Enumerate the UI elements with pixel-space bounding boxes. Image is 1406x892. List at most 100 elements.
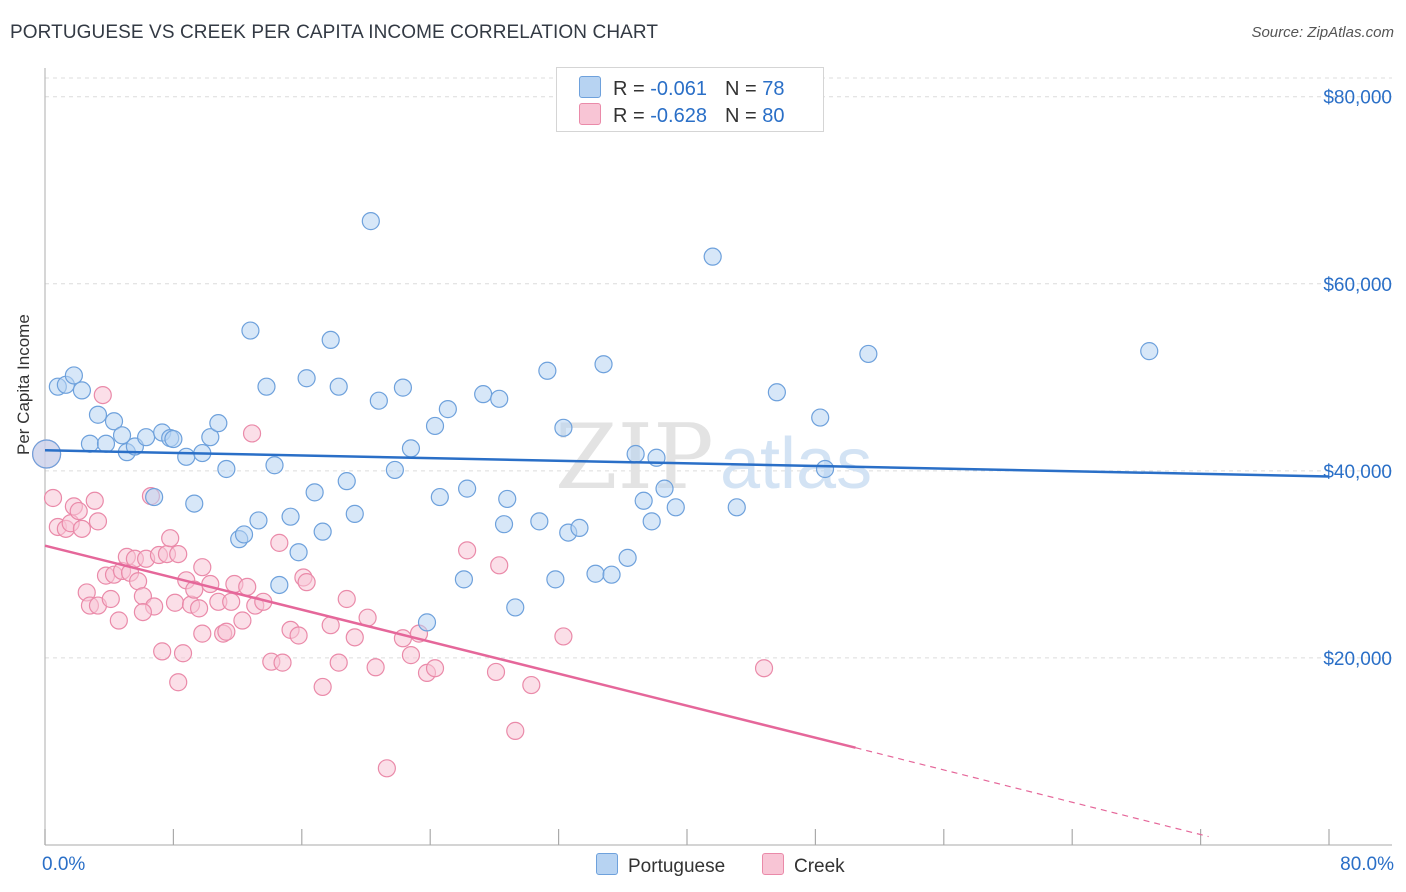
creek-point	[201, 574, 220, 594]
legend-r-value: -0.061	[650, 78, 707, 100]
portuguese-point	[297, 369, 316, 388]
creek-point	[189, 599, 209, 618]
portuguese-point	[209, 414, 228, 433]
portuguese-point	[217, 459, 236, 479]
portuguese-point	[96, 434, 116, 453]
portuguese-point	[177, 447, 196, 466]
portuguese-point	[530, 512, 549, 531]
creek-point	[133, 602, 153, 622]
portuguese-point	[265, 456, 284, 475]
portuguese-point	[1140, 342, 1159, 361]
creek-point	[185, 580, 204, 599]
x-tick-label: 80.0%	[1340, 854, 1394, 875]
portuguese-point	[137, 428, 156, 447]
creek-point	[193, 558, 212, 577]
creek-point	[401, 646, 421, 665]
portuguese-swatch	[596, 853, 618, 875]
creek-point	[93, 385, 112, 405]
portuguese-point	[329, 377, 348, 396]
creek-point	[270, 533, 289, 552]
creek-point	[169, 545, 188, 564]
portuguese-swatch	[579, 76, 601, 98]
creek-point	[554, 627, 573, 646]
creek-swatch	[579, 103, 601, 125]
creek-point	[161, 529, 180, 548]
creek-point	[337, 589, 356, 609]
creek-point	[754, 659, 774, 678]
creek-point	[222, 592, 241, 611]
portuguese-point	[201, 428, 220, 447]
portuguese-point	[634, 491, 653, 510]
creek-trend-line	[44, 544, 856, 749]
portuguese-point	[385, 460, 404, 480]
portuguese-point	[538, 361, 557, 380]
creek-point	[366, 658, 385, 677]
portuguese-point	[642, 512, 661, 531]
portuguese-point	[64, 366, 83, 385]
creek-point	[69, 501, 88, 521]
portuguese-point	[458, 479, 477, 498]
creek-trend-extension	[855, 747, 1209, 838]
creek-point	[289, 626, 308, 645]
portuguese-point	[618, 548, 637, 567]
portuguese-point	[257, 377, 276, 396]
portuguese-point	[474, 385, 493, 404]
grid-lines	[45, 77, 1392, 659]
chart-title: PORTUGUESE VS CREEK PER CAPITA INCOME CO…	[10, 22, 659, 43]
portuguese-point	[626, 444, 645, 464]
portuguese-point	[811, 408, 830, 427]
portuguese-point	[361, 212, 380, 231]
portuguese-point	[112, 426, 132, 445]
portuguese-point	[270, 575, 289, 595]
trend-lines	[44, 449, 1330, 838]
creek-point	[165, 593, 185, 612]
portuguese-point	[337, 472, 356, 491]
creek-points	[32, 385, 774, 778]
stats-legend: R = -0.061 N = 78 R = -0.628 N = 80	[556, 67, 824, 132]
portuguese-point	[234, 525, 254, 544]
portuguese-point	[369, 391, 388, 410]
creek-point	[273, 653, 292, 672]
portuguese-point	[313, 522, 332, 541]
source-label: Source: ZipAtlas.com	[1251, 24, 1394, 41]
creek-point	[313, 677, 332, 697]
portuguese-point	[767, 383, 786, 402]
legend-row-portuguese: R = -0.061 N = 78	[579, 76, 784, 100]
portuguese-point	[498, 489, 517, 509]
creek-point	[486, 662, 506, 682]
portuguese-point	[454, 570, 474, 589]
portuguese-point	[546, 570, 565, 589]
portuguese-point	[417, 613, 437, 632]
portuguese-point	[104, 412, 124, 431]
creek-point	[169, 673, 188, 692]
portuguese-point	[164, 429, 183, 449]
creek-point	[345, 628, 364, 647]
portuguese-point	[586, 564, 605, 583]
portuguese-point	[425, 416, 445, 436]
legend-item-creek: Creek	[762, 853, 845, 878]
creek-point	[522, 675, 541, 695]
portuguese-point	[655, 479, 674, 498]
y-tick-label: $40,000	[1323, 462, 1392, 483]
tick-labels: $20,000 $40,000 $60,000 $80,000 0.0% 80.0%	[42, 88, 1394, 875]
creek-point	[109, 611, 128, 630]
creek-point	[506, 721, 525, 740]
portuguese-point	[494, 515, 514, 534]
portuguese-point	[145, 487, 164, 507]
legend-n-value: 80	[762, 105, 785, 127]
portuguese-point	[345, 504, 364, 523]
portuguese-point	[666, 498, 685, 517]
portuguese-point	[32, 439, 62, 469]
portuguese-point	[602, 565, 621, 584]
y-tick-label: $60,000	[1323, 275, 1392, 296]
portuguese-point	[506, 598, 525, 617]
y-axis-label: Per Capita Income	[14, 314, 33, 455]
y-tick-label: $80,000	[1323, 88, 1392, 109]
creek-point	[72, 519, 92, 538]
creek-point	[85, 491, 104, 510]
portuguese-point	[815, 459, 835, 479]
x-tick-label: 0.0%	[42, 854, 85, 875]
creek-swatch	[762, 853, 784, 875]
portuguese-points	[32, 212, 1159, 632]
